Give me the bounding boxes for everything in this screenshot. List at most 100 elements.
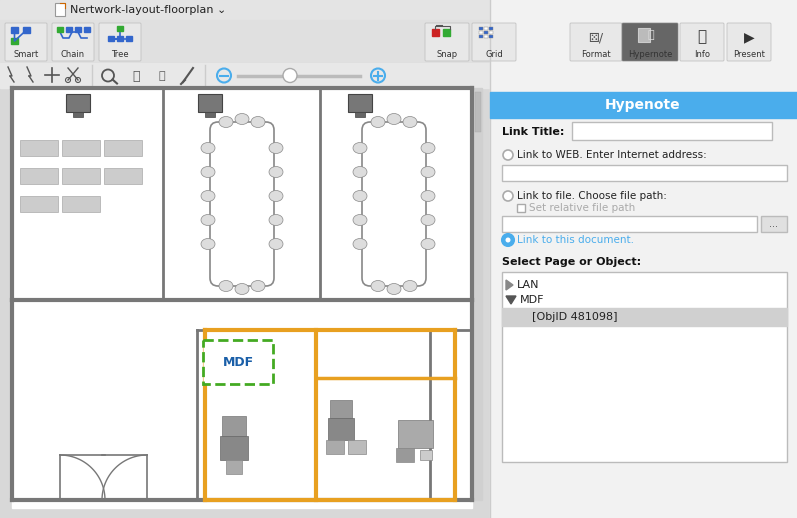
- FancyBboxPatch shape: [99, 23, 141, 61]
- Bar: [517, 204, 525, 212]
- Text: Snap: Snap: [437, 50, 457, 59]
- Bar: [474, 88, 482, 500]
- Ellipse shape: [421, 214, 435, 225]
- Bar: [490, 92, 797, 118]
- Text: Tree: Tree: [112, 50, 129, 59]
- Ellipse shape: [251, 117, 265, 127]
- Bar: [0, 63, 490, 518]
- Bar: [479, 31, 483, 34]
- Bar: [420, 450, 432, 460]
- FancyBboxPatch shape: [472, 23, 516, 61]
- Bar: [20, 168, 58, 184]
- Bar: [20, 196, 58, 212]
- FancyBboxPatch shape: [680, 23, 724, 61]
- FancyBboxPatch shape: [570, 23, 622, 61]
- Bar: [348, 440, 366, 454]
- Bar: [0, 63, 490, 88]
- Ellipse shape: [353, 238, 367, 250]
- Ellipse shape: [269, 191, 283, 202]
- FancyBboxPatch shape: [425, 23, 469, 61]
- Text: Hypenote: Hypenote: [605, 98, 681, 112]
- Text: Smart: Smart: [14, 50, 38, 59]
- Text: ⧉: ⧉: [648, 30, 654, 40]
- Ellipse shape: [269, 238, 283, 250]
- Bar: [489, 27, 493, 30]
- Ellipse shape: [269, 166, 283, 178]
- Text: MDF: MDF: [520, 295, 544, 305]
- Ellipse shape: [201, 191, 215, 202]
- Text: Chain: Chain: [61, 50, 85, 59]
- Bar: [117, 26, 123, 31]
- Ellipse shape: [201, 166, 215, 178]
- Ellipse shape: [269, 214, 283, 225]
- Ellipse shape: [421, 238, 435, 250]
- Bar: [203, 340, 273, 384]
- Text: Set relative file path: Set relative file path: [529, 203, 635, 213]
- Text: Format: Format: [581, 50, 611, 59]
- Text: ...: ...: [769, 219, 779, 229]
- Bar: [484, 35, 488, 38]
- Text: ✋: ✋: [132, 70, 139, 83]
- Bar: [432, 29, 439, 36]
- Text: Info: Info: [694, 50, 710, 59]
- FancyBboxPatch shape: [727, 23, 771, 61]
- Bar: [75, 27, 81, 32]
- Ellipse shape: [371, 281, 385, 292]
- Polygon shape: [506, 296, 516, 304]
- Bar: [84, 27, 90, 32]
- Bar: [489, 31, 493, 34]
- Text: ▶: ▶: [744, 30, 754, 44]
- Bar: [62, 140, 100, 156]
- Text: Hypernote: Hypernote: [628, 50, 672, 59]
- Bar: [484, 31, 488, 34]
- Ellipse shape: [371, 117, 385, 127]
- Bar: [484, 27, 488, 30]
- Bar: [475, 92, 481, 132]
- FancyBboxPatch shape: [5, 23, 47, 61]
- Ellipse shape: [201, 214, 215, 225]
- Circle shape: [283, 68, 297, 82]
- Text: Link to WEB. Enter Internet address:: Link to WEB. Enter Internet address:: [517, 150, 707, 160]
- Ellipse shape: [403, 117, 417, 127]
- Bar: [0, 20, 797, 63]
- Bar: [66, 27, 72, 32]
- Ellipse shape: [421, 191, 435, 202]
- Ellipse shape: [353, 142, 367, 153]
- FancyBboxPatch shape: [622, 23, 678, 61]
- Bar: [479, 27, 483, 30]
- Polygon shape: [506, 280, 513, 290]
- Bar: [502, 216, 757, 232]
- Bar: [66, 94, 90, 112]
- Bar: [222, 416, 246, 436]
- Bar: [761, 216, 787, 232]
- Ellipse shape: [201, 142, 215, 153]
- Text: Nertwork-layout-floorplan ⌄: Nertwork-layout-floorplan ⌄: [70, 5, 226, 15]
- Bar: [0, 0, 797, 20]
- Bar: [62, 168, 100, 184]
- Bar: [489, 35, 493, 38]
- Bar: [502, 308, 787, 326]
- Text: [ObjID 481098]: [ObjID 481098]: [532, 312, 618, 322]
- Bar: [104, 168, 142, 184]
- Ellipse shape: [235, 283, 249, 295]
- Ellipse shape: [235, 113, 249, 124]
- Ellipse shape: [201, 238, 215, 250]
- Bar: [355, 112, 365, 117]
- Text: LAN: LAN: [517, 280, 540, 290]
- Text: Grid: Grid: [485, 50, 503, 59]
- Ellipse shape: [387, 283, 401, 295]
- Bar: [12, 88, 472, 508]
- Circle shape: [503, 150, 513, 160]
- Bar: [11, 38, 18, 44]
- Bar: [443, 29, 450, 36]
- Bar: [11, 27, 18, 33]
- Ellipse shape: [403, 281, 417, 292]
- Bar: [20, 140, 58, 156]
- Text: Link to this document.: Link to this document.: [517, 235, 634, 245]
- Bar: [55, 3, 65, 16]
- Bar: [57, 27, 63, 32]
- Ellipse shape: [219, 281, 233, 292]
- Bar: [502, 272, 787, 462]
- Text: ⓘ: ⓘ: [697, 30, 707, 45]
- Ellipse shape: [251, 281, 265, 292]
